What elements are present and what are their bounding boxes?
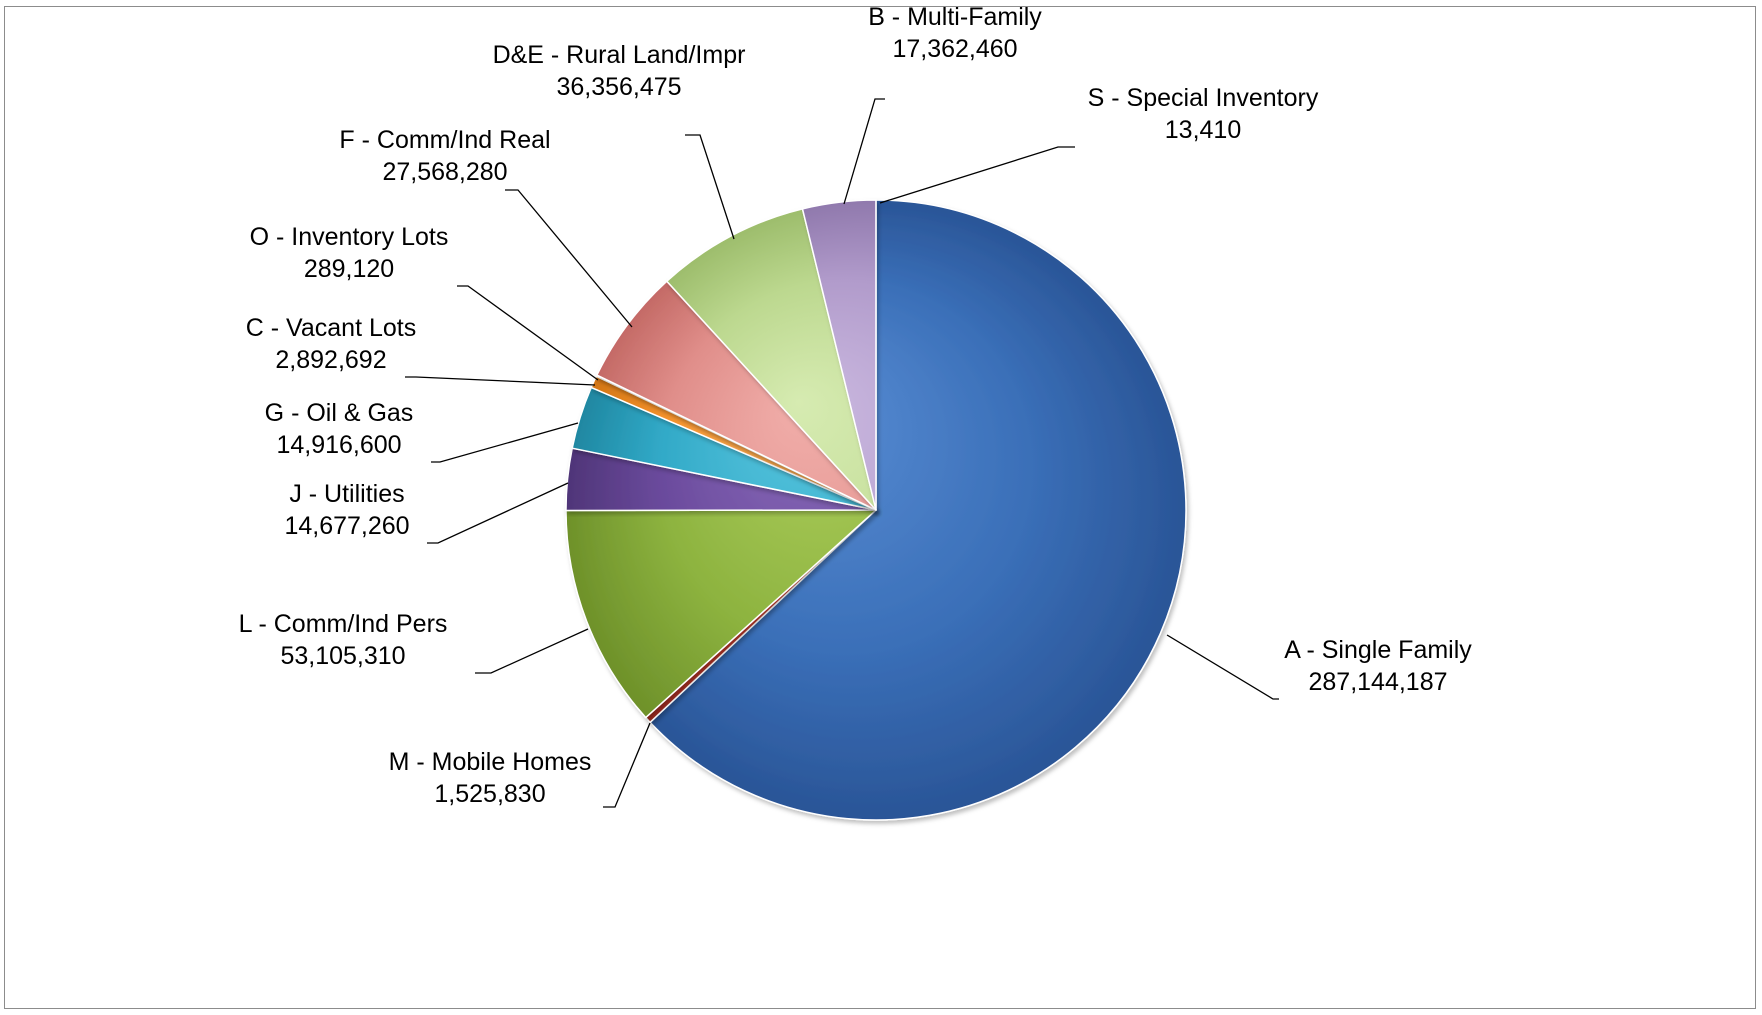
leader-line-f-comm-ind-real [505,189,633,328]
pie-slice-a-single-family [649,199,1187,821]
leader-line-a-single-family [1166,634,1279,700]
data-label-dande-rural-land-impr: D&E - Rural Land/Impr 36,356,475 [493,41,746,101]
data-label-name: J - Utilities [289,480,404,508]
data-label-l-comm-ind-pers: L - Comm/Ind Pers 53,105,310 [239,610,448,670]
leader-lines [405,98,1279,808]
data-label-name: G - Oil & Gas [265,399,414,427]
data-labels: A - Single Family 287,144,187 M - Mobile H… [239,7,1473,808]
data-label-name: S - Special Inventory [1088,84,1319,112]
leader-line-o-inventory-lots [457,285,599,381]
leader-line-dande-rural-land-impr [685,134,735,240]
data-label-value: 287,144,187 [1308,668,1447,696]
data-label-c-vacant-lots: C - Vacant Lots 2,892,692 [246,314,416,374]
pie-slice-l-comm-ind-pers [565,509,877,719]
slices-layer [565,199,1187,821]
leader-line-m-mobile-homes [603,722,651,808]
data-label-name: A - Single Family [1284,636,1472,664]
data-label-name: B - Multi-Family [868,7,1042,31]
leader-line-b-multi-family [843,98,885,205]
data-label-value: 36,356,475 [556,73,681,101]
data-label-value: 2,892,692 [275,346,386,374]
data-label-g-oil-and-gas: G - Oil & Gas 14,916,600 [265,399,414,459]
data-label-value: 13,410 [1165,116,1241,144]
data-label-b-multi-family: B - Multi-Family 17,362,460 [868,7,1042,63]
data-label-name: L - Comm/Ind Pers [239,610,448,638]
leader-line-g-oil-and-gas [431,422,579,463]
pie-chart: A - Single Family 287,144,187 M - Mobile H… [239,7,1473,821]
data-label-j-utilities: J - Utilities 14,677,260 [284,480,409,540]
leader-line-s-special-inventory [879,146,1075,204]
data-label-o-inventory-lots: O - Inventory Lots 289,120 [250,223,449,283]
data-label-value: 14,916,600 [276,431,401,459]
data-label-name: F - Comm/Ind Real [339,126,550,154]
leader-line-j-utilities [427,482,569,544]
data-label-name: D&E - Rural Land/Impr [493,41,746,69]
data-label-value: 53,105,310 [280,642,405,670]
data-label-a-single-family: A - Single Family 287,144,187 [1284,636,1472,696]
leader-line-c-vacant-lots [405,376,596,386]
data-label-m-mobile-homes: M - Mobile Homes 1,525,830 [389,748,592,808]
chart-frame: A - Single Family 287,144,187 M - Mobile H… [4,6,1756,1009]
data-label-s-special-inventory: S - Special Inventory 13,410 [1088,84,1319,144]
data-label-name: O - Inventory Lots [250,223,449,251]
data-label-value: 1,525,830 [434,780,545,808]
data-label-value: 17,362,460 [892,35,1017,63]
data-label-f-comm-ind-real: F - Comm/Ind Real 27,568,280 [339,126,550,186]
pie-slice-dande-rural-land-impr [666,208,877,511]
leader-line-l-comm-ind-pers [475,628,589,674]
data-label-value: 14,677,260 [284,512,409,540]
data-label-name: C - Vacant Lots [246,314,416,342]
data-label-value: 27,568,280 [382,158,507,186]
data-label-name: M - Mobile Homes [389,748,592,776]
data-label-value: 289,120 [304,255,394,283]
pie-slice-f-comm-ind-real [596,280,877,511]
